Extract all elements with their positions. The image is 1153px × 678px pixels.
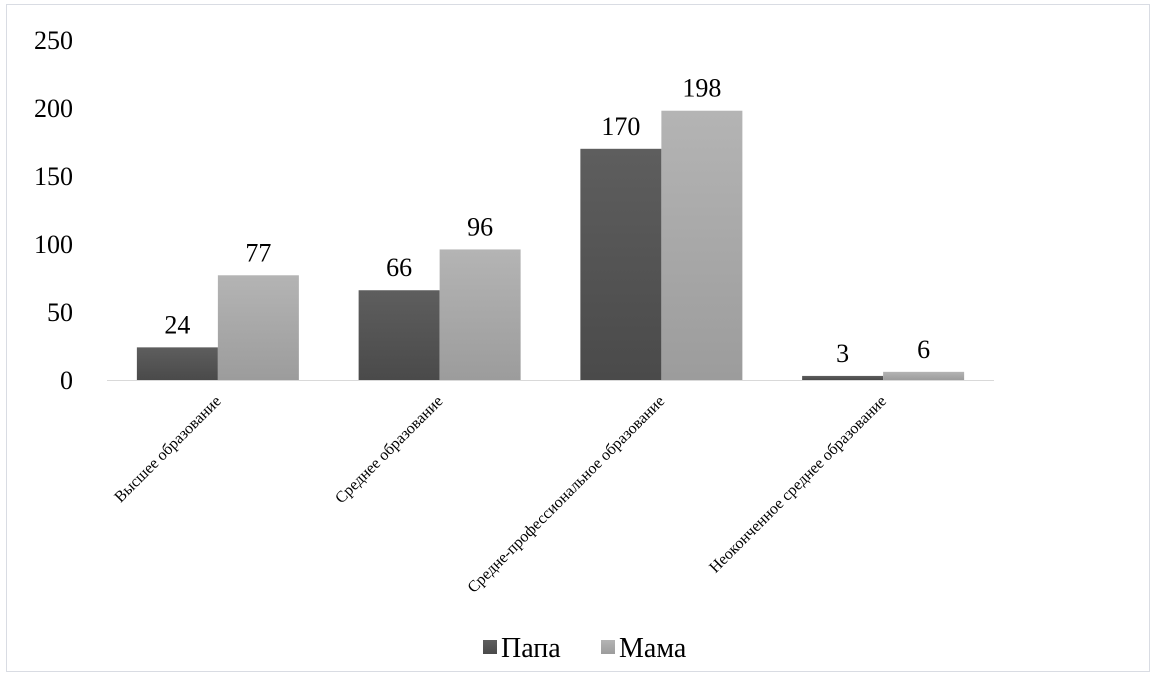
data-labels: 24 77 66 96 170 198 3 6 <box>164 74 930 368</box>
data-label: 198 <box>682 74 721 103</box>
data-label: 3 <box>836 339 849 368</box>
bars <box>136 110 965 380</box>
data-label: 96 <box>467 212 493 241</box>
bar-mama <box>883 371 965 380</box>
legend-swatch-mama <box>601 640 615 654</box>
bar-mama <box>439 249 521 380</box>
legend-label-papa: Папа <box>501 633 561 664</box>
bar-chart: 0 50 100 150 200 250 24 77 66 96 170 198 3 6 Высшее … <box>34 26 994 664</box>
y-tick-label: 0 <box>60 366 73 395</box>
x-category-label: Средне-профессиональное образование <box>465 393 669 597</box>
y-tick-label: 200 <box>34 94 73 123</box>
bar-papa <box>136 347 218 380</box>
bar-mama <box>661 110 743 380</box>
x-category-label: Высшее образование <box>111 393 224 506</box>
data-label: 66 <box>386 253 412 282</box>
data-label: 77 <box>245 238 271 267</box>
bar-mama <box>217 275 299 380</box>
chart-frame: 0 50 100 150 200 250 24 77 66 96 170 198 3 6 Высшее … <box>6 4 1150 672</box>
x-axis-category-labels: Высшее образование Среднее образование Сре… <box>111 393 890 597</box>
y-axis: 0 50 100 150 200 250 <box>34 26 73 395</box>
y-tick-label: 100 <box>34 230 73 259</box>
bar-papa <box>580 148 662 380</box>
data-label: 24 <box>164 310 190 339</box>
legend-label-mama: Мама <box>619 633 687 664</box>
y-tick-label: 50 <box>47 298 73 327</box>
data-label: 170 <box>601 112 640 141</box>
x-category-label: Среднее образование <box>332 393 446 507</box>
y-tick-label: 150 <box>34 162 73 191</box>
legend-swatch-papa <box>483 640 497 654</box>
x-category-label: Неоконченное среднее образование <box>706 393 890 577</box>
legend: Папа Мама <box>483 633 687 664</box>
y-tick-label: 250 <box>34 26 73 55</box>
bar-papa <box>802 375 884 380</box>
data-label: 6 <box>917 335 930 364</box>
bar-papa <box>358 290 440 380</box>
